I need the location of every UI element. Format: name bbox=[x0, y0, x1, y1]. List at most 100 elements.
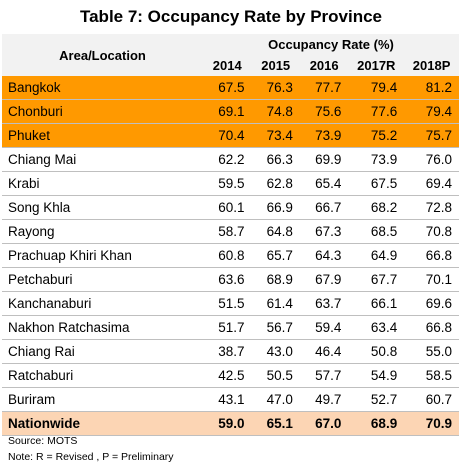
occupancy-value: 59.0 bbox=[203, 411, 252, 436]
occupancy-value: 75.7 bbox=[404, 123, 459, 148]
occupancy-value: 62.2 bbox=[203, 147, 252, 172]
occupancy-value: 67.5 bbox=[203, 76, 252, 100]
occupancy-value: 66.1 bbox=[348, 291, 405, 316]
occupancy-value: 77.6 bbox=[348, 99, 405, 124]
occupancy-value: 46.4 bbox=[299, 339, 349, 364]
table-title: Table 7: Occupancy Rate by Province bbox=[79, 7, 382, 26]
table-row: Phuket 70.4 73.4 73.9 75.2 75.7 bbox=[2, 123, 459, 148]
province-name: Nakhon Ratchasima bbox=[2, 315, 203, 340]
nationwide-row: Nationwide 59.0 65.1 67.0 68.9 70.9 bbox=[2, 411, 459, 436]
occupancy-value: 72.8 bbox=[404, 195, 459, 220]
province-name: Ratchaburi bbox=[2, 363, 203, 388]
occupancy-value: 67.0 bbox=[299, 411, 349, 436]
occupancy-value: 59.5 bbox=[203, 171, 252, 196]
occupancy-value: 69.4 bbox=[404, 171, 459, 196]
occupancy-value: 61.4 bbox=[251, 291, 300, 316]
table-row: Prachuap Khiri Khan 60.8 65.7 64.3 64.9 66.8 bbox=[2, 243, 459, 268]
province-name: Buriram bbox=[2, 387, 203, 412]
occupancy-value: 67.9 bbox=[299, 267, 349, 292]
occupancy-value: 68.9 bbox=[251, 267, 300, 292]
province-name: Petchaburi bbox=[2, 267, 203, 292]
province-name: Prachuap Khiri Khan bbox=[2, 243, 203, 268]
occupancy-value: 38.7 bbox=[203, 339, 252, 364]
province-name: Rayong bbox=[2, 219, 203, 244]
table-row: Chiang Mai 62.2 66.3 69.9 73.9 76.0 bbox=[2, 147, 459, 172]
occupancy-value: 62.8 bbox=[251, 171, 300, 196]
table-row: Ratchaburi 42.5 50.5 57.7 54.9 58.5 bbox=[2, 363, 459, 388]
occupancy-value: 63.6 bbox=[203, 267, 252, 292]
occupancy-value: 67.5 bbox=[348, 171, 405, 196]
occupancy-value: 68.5 bbox=[348, 219, 405, 244]
occupancy-value: 76.3 bbox=[251, 76, 300, 100]
table-row: Rayong 58.7 64.8 67.3 68.5 70.8 bbox=[2, 219, 459, 244]
occupancy-value: 70.1 bbox=[404, 267, 459, 292]
occupancy-value: 58.5 bbox=[404, 363, 459, 388]
occupancy-value: 79.4 bbox=[348, 76, 405, 100]
year-header: 2016 bbox=[299, 55, 349, 76]
occupancy-value: 54.9 bbox=[348, 363, 405, 388]
province-name: Kanchanaburi bbox=[2, 291, 203, 316]
occupancy-value: 60.7 bbox=[404, 387, 459, 412]
occupancy-value: 70.4 bbox=[203, 123, 252, 148]
province-name: Song Khla bbox=[2, 195, 203, 220]
occupancy-value: 63.4 bbox=[348, 315, 405, 340]
table-row: Nakhon Ratchasima 51.7 56.7 59.4 63.4 66.8 bbox=[2, 315, 459, 340]
occupancy-value: 73.9 bbox=[299, 123, 349, 148]
table-row: Petchaburi 63.6 68.9 67.9 67.7 70.1 bbox=[2, 267, 459, 292]
year-header: 2014 bbox=[203, 55, 252, 76]
occupancy-value: 43.0 bbox=[251, 339, 300, 364]
occupancy-value: 70.9 bbox=[404, 411, 459, 436]
occupancy-value: 50.5 bbox=[251, 363, 300, 388]
occupancy-table: Area/Location Occupancy Rate (%) 2014 20… bbox=[2, 34, 459, 436]
province-name: Phuket bbox=[2, 123, 203, 148]
occupancy-value: 60.1 bbox=[203, 195, 252, 220]
footnotes: Source: MOTS Note: R = Revised , P = Pre… bbox=[8, 433, 174, 465]
table-row: Bangkok 67.5 76.3 77.7 79.4 81.2 bbox=[2, 76, 459, 100]
occupancy-value: 60.8 bbox=[203, 243, 252, 268]
occupancy-rate-header: Occupancy Rate (%) bbox=[203, 34, 459, 56]
source-note: Source: MOTS bbox=[8, 435, 78, 447]
occupancy-value: 43.1 bbox=[203, 387, 252, 412]
occupancy-value: 65.4 bbox=[299, 171, 349, 196]
occupancy-value: 58.7 bbox=[203, 219, 252, 244]
table-row: Kanchanaburi 51.5 61.4 63.7 66.1 69.6 bbox=[2, 291, 459, 316]
table-row: Chonburi 69.1 74.8 75.6 77.6 79.4 bbox=[2, 99, 459, 124]
occupancy-value: 59.4 bbox=[299, 315, 349, 340]
abbreviation-note: Note: R = Revised , P = Preliminary bbox=[8, 451, 174, 463]
occupancy-value: 68.2 bbox=[348, 195, 405, 220]
province-name: Nationwide bbox=[2, 411, 203, 436]
year-header: 2017R bbox=[348, 55, 405, 76]
occupancy-value: 65.7 bbox=[251, 243, 300, 268]
occupancy-value: 66.7 bbox=[299, 195, 349, 220]
table-row: Buriram 43.1 47.0 49.7 52.7 60.7 bbox=[2, 387, 459, 412]
occupancy-value: 73.9 bbox=[348, 147, 405, 172]
occupancy-value: 67.7 bbox=[348, 267, 405, 292]
occupancy-value: 47.0 bbox=[251, 387, 300, 412]
occupancy-value: 51.7 bbox=[203, 315, 252, 340]
area-location-header: Area/Location bbox=[2, 34, 203, 76]
occupancy-value: 57.7 bbox=[299, 363, 349, 388]
occupancy-value: 76.0 bbox=[404, 147, 459, 172]
occupancy-value: 51.5 bbox=[203, 291, 252, 316]
occupancy-value: 81.2 bbox=[404, 76, 459, 100]
table-body: Bangkok 67.5 76.3 77.7 79.4 81.2 Chonburi 69.1 7… bbox=[2, 76, 459, 436]
occupancy-value: 52.7 bbox=[348, 387, 405, 412]
occupancy-value: 49.7 bbox=[299, 387, 349, 412]
occupancy-value: 66.8 bbox=[404, 243, 459, 268]
province-name: Chiang Rai bbox=[2, 339, 203, 364]
occupancy-value: 69.1 bbox=[203, 99, 252, 124]
occupancy-value: 66.9 bbox=[251, 195, 300, 220]
occupancy-value: 68.9 bbox=[348, 411, 405, 436]
occupancy-value: 42.5 bbox=[203, 363, 252, 388]
occupancy-value: 66.3 bbox=[251, 147, 300, 172]
table-row: Chiang Rai 38.7 43.0 46.4 50.8 55.0 bbox=[2, 339, 459, 364]
table-header: Area/Location Occupancy Rate (%) 2014 20… bbox=[2, 34, 459, 76]
occupancy-value: 73.4 bbox=[251, 123, 300, 148]
province-name: Krabi bbox=[2, 171, 203, 196]
occupancy-value: 75.6 bbox=[299, 99, 349, 124]
occupancy-value: 70.8 bbox=[404, 219, 459, 244]
year-header: 2018P bbox=[404, 55, 459, 76]
table-row: Krabi 59.5 62.8 65.4 67.5 69.4 bbox=[2, 171, 459, 196]
occupancy-value: 64.8 bbox=[251, 219, 300, 244]
occupancy-value: 66.8 bbox=[404, 315, 459, 340]
